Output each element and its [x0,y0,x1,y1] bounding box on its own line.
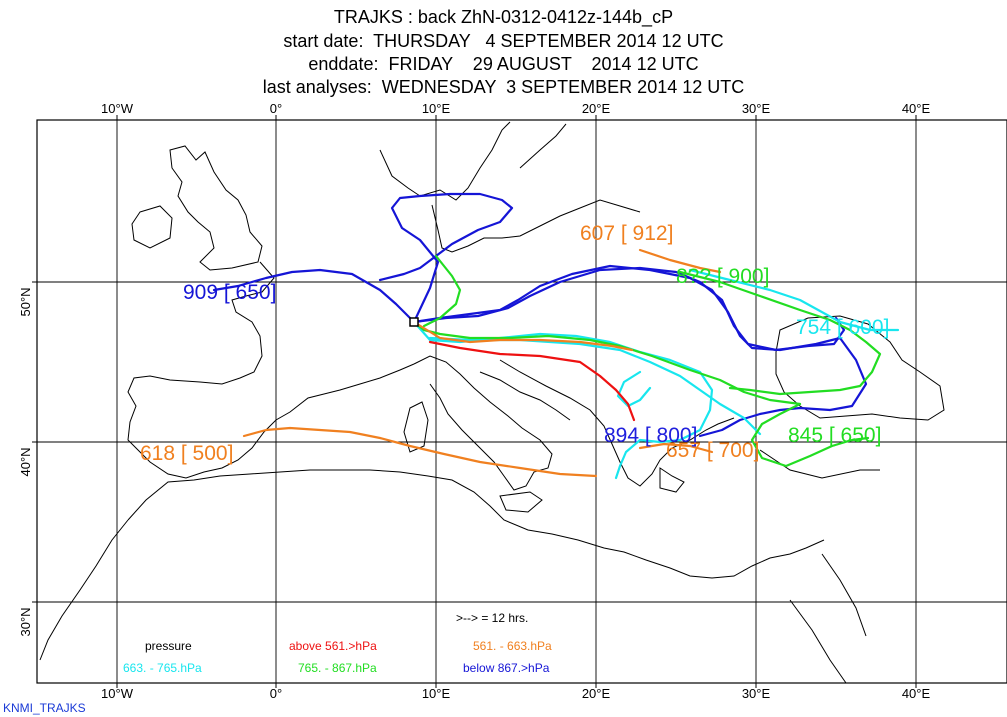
lat-label: 40°N [18,447,33,476]
lon-label: 0° [270,101,282,116]
trajectory-754d [616,370,652,408]
trajectory-red [428,340,636,422]
legend-item-above: above 561.>hPa [289,639,377,653]
trajectory-label-845: 845 [ 650] [788,424,881,447]
trajectory-label-909: 909 [ 650] [183,281,276,304]
graticule [37,120,1007,683]
lon-label: 10°E [422,101,451,116]
trajectory-618 [242,426,598,478]
lat-label: 50°N [18,287,33,316]
trajectory-label-900: 8?? [ 900] [676,265,769,288]
lon-label: 10°W [101,101,134,116]
trajectory-894 [412,264,868,438]
lon-label: 30°E [742,101,771,116]
legend: >--> = 12 hrs. pressure above 561.>hPa 5… [123,611,552,675]
trajectory-909-loop [378,192,514,324]
trajectory-label-657: 657 [ 700] [666,439,759,462]
coastlines [39,121,945,684]
legend-title: pressure [145,639,192,653]
last-analyses: last analyses: WEDNESDAY 3 SEPTEMBER 201… [262,77,745,97]
trajectory-607b [638,248,722,274]
lat-labels: 50°N 40°N 30°N [18,287,33,636]
lon-label: 20°E [582,686,611,701]
start-date: start date: THURSDAY 4 SEPTEMBER 2014 12… [283,31,724,51]
legend-item-below: below 867.>hPa [463,661,550,675]
legend-item-765: 765. - 867.hPa [298,661,377,675]
lon-labels-top: 10°W 0° 10°E 20°E 30°E 40°E [101,101,930,116]
trajectory-894b [412,266,846,352]
legend-item-663: 663. - 765.hPa [123,661,202,675]
trajectory-909 [212,268,416,324]
trajectory-845 [412,320,802,406]
trajectory-657 [638,442,714,454]
lon-labels-bottom: 10°W 0° 10°E 20°E 30°E 40°E [101,686,930,701]
trajectory-900 [422,254,462,328]
chart-title: TRAJKS : back ZhN-0312-0412z-144b_cP [333,7,674,27]
trajectory-label-607: 607 [ 912] [580,222,673,245]
lon-label: 20°E [582,101,611,116]
trajectory-labels: 909 [ 650] 607 [ 912] 618 [ 500] 754 [ 6… [140,222,889,465]
lon-label: 10°E [422,686,451,701]
map-frame [36,119,1007,684]
trajectories [212,192,900,480]
start-point-marker [409,317,419,327]
end-date: enddate: FRIDAY 29 AUGUST 2014 12 UTC [308,54,699,74]
lon-label: 0° [270,686,282,701]
trajectory-607 [412,320,634,352]
legend-item-561: 561. - 663.hPa [473,639,552,653]
lon-label: 30°E [742,686,771,701]
trajectory-label-754: 754 [ 600] [796,316,889,339]
trajectory-label-894: 894 [ 800] [604,424,697,447]
trajectory-label-618: 618 [ 500] [140,442,233,465]
legend-arrow-note: >--> = 12 hrs. [456,611,528,625]
trajectory-900b [678,270,882,396]
trajectory-845b [750,402,870,468]
lon-label: 40°E [902,101,931,116]
frame-ticks [32,115,917,688]
lat-label: 30°N [18,607,33,636]
lon-label: 40°E [902,686,931,701]
lon-label: 10°W [101,686,134,701]
trajectory-754c [688,268,900,332]
footer-credit: KNMI_TRAJKS [3,701,86,715]
